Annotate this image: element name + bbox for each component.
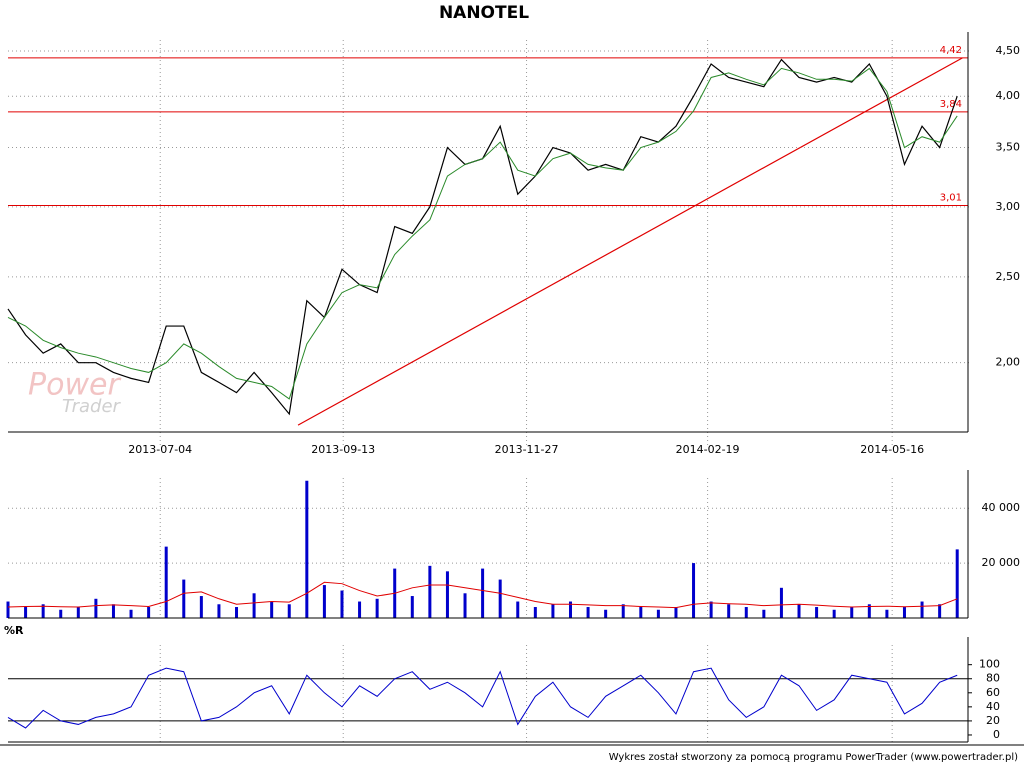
volume-bar xyxy=(709,601,713,618)
volume-average xyxy=(7,581,958,609)
volume-bar xyxy=(586,607,590,618)
volume-bar xyxy=(94,598,98,618)
volume-bar xyxy=(727,604,731,618)
volume-bar xyxy=(217,604,221,618)
volume-bar xyxy=(533,607,537,618)
horizontal-line-label: 3,01 xyxy=(940,193,962,204)
footer: Wykres został stworzony za pomocą progra… xyxy=(609,752,1018,763)
volume-bar xyxy=(164,546,168,618)
panel-title: %R xyxy=(4,624,24,637)
x-tick-label: 2013-09-13 xyxy=(311,443,375,456)
volume-bar xyxy=(24,607,28,618)
y-tick-label: 4,50 xyxy=(996,44,1021,57)
volume-bar xyxy=(867,604,871,618)
y-tick-label: 100 xyxy=(979,658,1000,671)
volume-bar xyxy=(111,604,115,618)
watermark: Power xyxy=(28,368,121,403)
volume-bar xyxy=(463,593,467,618)
y-tick-label: 2,00 xyxy=(996,356,1021,369)
volume-bar xyxy=(340,590,344,618)
chart-title: NANOTEL xyxy=(439,3,529,23)
volume-bar xyxy=(375,598,379,618)
volume-bar xyxy=(762,609,766,618)
volume-bar xyxy=(832,609,836,618)
y-tick-label: 3,00 xyxy=(996,200,1021,213)
y-tick-label: 2,50 xyxy=(996,270,1021,283)
y-tick-label: 40 000 xyxy=(982,501,1021,514)
volume-bar xyxy=(287,604,291,618)
volume-bar xyxy=(76,607,80,618)
indicator-line xyxy=(7,667,958,729)
y-tick-label: 4,00 xyxy=(996,89,1021,102)
volume-bar xyxy=(516,601,520,618)
volume-bar xyxy=(322,585,326,618)
volume-bar xyxy=(604,609,608,618)
y-tick-label: 20 xyxy=(986,714,1000,727)
volume-bar xyxy=(885,609,889,618)
x-tick-label: 2014-02-19 xyxy=(676,443,740,456)
volume-bar xyxy=(498,579,502,618)
volume-bar xyxy=(692,563,696,618)
y-tick-label: 3,50 xyxy=(996,141,1021,154)
x-tick-label: 2013-07-04 xyxy=(128,443,192,456)
volume-bar xyxy=(410,596,414,618)
price-line xyxy=(7,67,958,400)
volume-bar xyxy=(59,609,63,618)
volume-bar xyxy=(621,604,625,618)
volume-bar xyxy=(199,596,203,618)
horizontal-line-label: 3,84 xyxy=(940,99,962,110)
volume-bar xyxy=(182,579,186,618)
volume-bar xyxy=(445,571,449,618)
volume-bar xyxy=(955,549,959,618)
y-tick-label: 80 xyxy=(986,672,1000,685)
x-tick-label: 2013-11-27 xyxy=(495,443,559,456)
volume-bar xyxy=(815,607,819,618)
volume-bar xyxy=(639,607,643,618)
volume-bar xyxy=(674,607,678,618)
volume-bar xyxy=(428,565,432,618)
y-tick-label: 20 000 xyxy=(982,556,1021,569)
x-tick-label: 2014-05-16 xyxy=(860,443,924,456)
volume-bar xyxy=(481,568,485,618)
volume-bar xyxy=(147,607,151,618)
y-tick-label: 40 xyxy=(986,700,1000,713)
volume-bar xyxy=(235,607,239,618)
horizontal-line-label: 4,42 xyxy=(940,45,962,56)
volume-bar xyxy=(797,604,801,618)
volume-bar xyxy=(41,604,45,618)
volume-bar xyxy=(938,604,942,618)
volume-bar xyxy=(252,593,256,618)
watermark: Trader xyxy=(62,396,122,417)
volume-bar xyxy=(779,587,783,618)
volume-bar xyxy=(129,609,133,618)
volume-bar xyxy=(358,601,362,618)
volume-bar xyxy=(920,601,924,618)
volume-bar xyxy=(6,601,10,618)
y-tick-label: 60 xyxy=(986,686,1000,699)
y-tick-label: 0 xyxy=(993,728,1000,741)
volume-bar xyxy=(902,607,906,618)
volume-bar xyxy=(305,480,309,618)
volume-bar xyxy=(744,607,748,618)
volume-bar xyxy=(850,607,854,618)
volume-bar xyxy=(551,604,555,618)
volume-bar xyxy=(568,601,572,618)
volume-bar xyxy=(656,609,660,618)
volume-bar xyxy=(270,601,274,618)
trend-line xyxy=(297,57,963,426)
